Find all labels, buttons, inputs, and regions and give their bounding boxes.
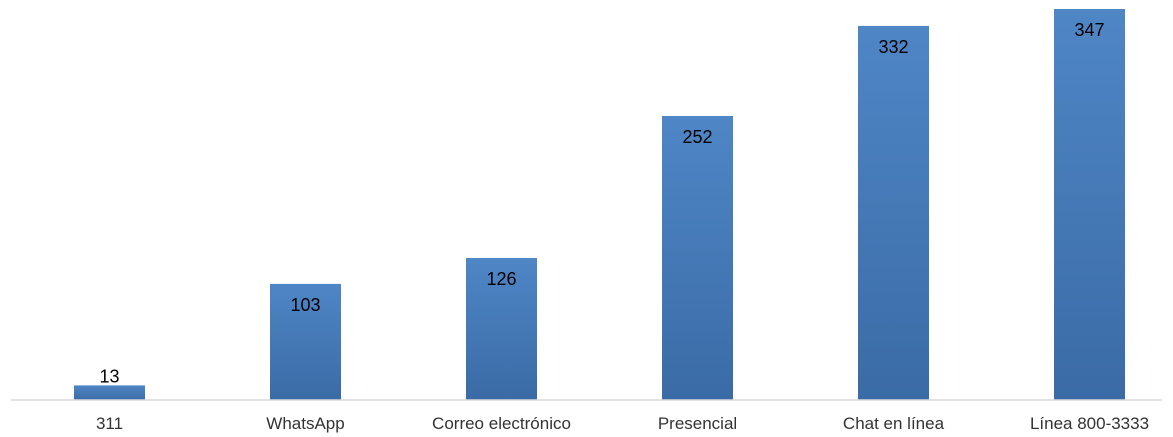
value-label-1: 103: [290, 295, 320, 315]
value-labels-group: 13 103 126 252 332 347: [99, 20, 1104, 386]
value-label-2: 126: [486, 269, 516, 289]
bar-5: [1054, 9, 1125, 400]
category-label-1: WhatsApp: [266, 414, 344, 433]
category-label-2: Correo electrónico: [432, 414, 571, 433]
category-label-3: Presencial: [658, 414, 737, 433]
bar-1: [270, 283, 341, 400]
bar-0: [74, 385, 145, 400]
category-label-4: Chat en línea: [843, 414, 945, 433]
bar-3: [662, 116, 733, 400]
value-label-0: 13: [99, 366, 119, 386]
value-label-5: 347: [1074, 20, 1104, 40]
category-label-5: Línea 800-3333: [1030, 414, 1149, 433]
category-labels-group: 311 WhatsApp Correo electrónico Presencial C…: [96, 414, 1149, 433]
category-label-0: 311: [96, 414, 123, 433]
bars-group: [74, 9, 1125, 401]
value-label-4: 332: [878, 37, 908, 57]
value-label-3: 252: [682, 127, 712, 147]
bar-4: [858, 25, 929, 401]
bar-2: [466, 258, 537, 400]
